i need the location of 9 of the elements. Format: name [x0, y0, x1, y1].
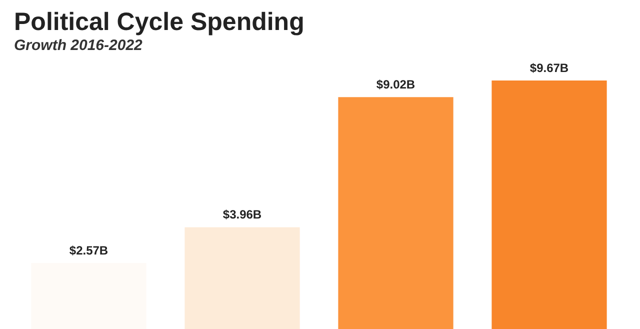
data-label: $9.67B [530, 60, 569, 75]
bar [184, 227, 300, 329]
bar [492, 80, 607, 329]
data-label: $3.96B [222, 208, 262, 222]
chart-title: Political Cycle Spending [14, 8, 304, 37]
data-label: $2.57B [69, 243, 108, 258]
bar [338, 97, 454, 329]
chart-subtitle: Growth 2016-2022 [14, 37, 142, 54]
data-label: $9.02B [376, 78, 416, 92]
